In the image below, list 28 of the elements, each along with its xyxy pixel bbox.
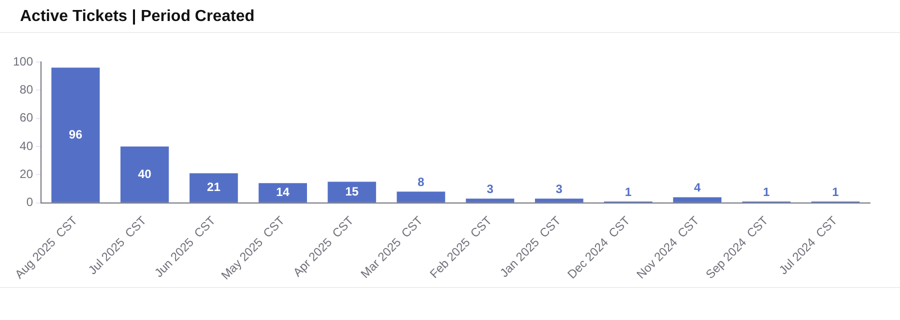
bar: [190, 173, 238, 202]
bar: [120, 146, 169, 202]
y-tick-label: 40: [20, 138, 34, 153]
bar: [466, 198, 514, 202]
data-label: 1: [763, 184, 770, 199]
data-label: 96: [68, 127, 83, 142]
y-tick-label: 0: [26, 195, 34, 210]
bar: [258, 183, 307, 202]
bar: [673, 197, 722, 202]
chart-title: Active Tickets | Period Created: [20, 8, 254, 26]
data-label: 4: [694, 180, 701, 195]
y-tick-label: 80: [20, 82, 34, 96]
y-tick-label: 20: [20, 167, 34, 182]
data-label: 3: [556, 182, 563, 196]
data-label: 40: [138, 166, 152, 181]
y-tick-label: 60: [20, 110, 34, 125]
y-tick-label: 100: [12, 54, 34, 68]
bar: [328, 182, 376, 202]
data-label: 14: [276, 185, 290, 200]
bar: [534, 198, 584, 202]
data-label: 3: [486, 182, 494, 196]
data-label: 1: [624, 184, 632, 199]
bar: [396, 192, 446, 202]
data-label: 8: [418, 174, 425, 189]
bar: [51, 68, 100, 202]
data-label: 21: [207, 180, 221, 194]
data-label: 1: [832, 184, 840, 199]
data-label: 15: [345, 184, 359, 198]
